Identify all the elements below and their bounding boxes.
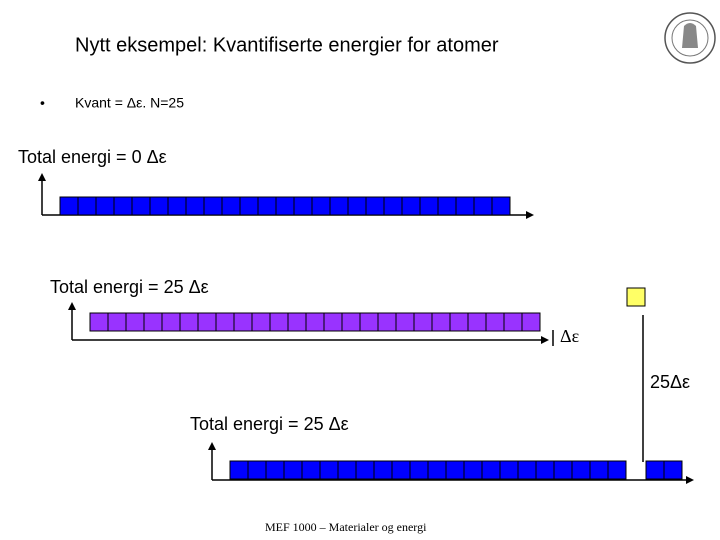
atom-box (341, 312, 361, 332)
atom-box (571, 460, 591, 480)
atom-box (265, 460, 285, 480)
row-label: Total energi = 25 Δε (190, 414, 349, 434)
atom-box (383, 196, 403, 216)
atom-box (359, 312, 379, 332)
atom-box (347, 196, 367, 216)
atom-box (663, 460, 683, 480)
row-label: Total energi = 0 Δε (18, 147, 167, 167)
energy-label: 25Δε (650, 372, 690, 392)
atom-box (491, 196, 511, 216)
atom-box (377, 312, 397, 332)
atom-box (161, 312, 181, 332)
atom-box (125, 312, 145, 332)
atom-box (301, 460, 321, 480)
atom-box (185, 196, 205, 216)
atom-box (485, 312, 505, 332)
atom-box (113, 196, 133, 216)
atom-box (401, 196, 421, 216)
atom-row (59, 196, 511, 216)
atom-box (293, 196, 313, 216)
atom-box (473, 196, 493, 216)
atom-box (455, 196, 475, 216)
atom-box (413, 312, 433, 332)
atom-box (535, 460, 555, 480)
atom-box (251, 312, 271, 332)
atom-box (233, 312, 253, 332)
atom-box (305, 312, 325, 332)
atom-box (445, 460, 465, 480)
atom-box (373, 460, 393, 480)
atom-box (269, 312, 289, 332)
bullet-text: Kvant = Δε. N=25 (75, 95, 184, 111)
atom-box (337, 460, 357, 480)
atom-box (59, 196, 79, 216)
slide-title: Nytt eksempel: Kvantifiserte energier fo… (75, 34, 499, 56)
logo (664, 12, 716, 64)
atom-box (257, 196, 277, 216)
atom-box (77, 196, 97, 216)
atom-box (395, 312, 415, 332)
atom-box (95, 196, 115, 216)
bullet-dot: • (40, 95, 45, 111)
atom-box (275, 196, 295, 216)
atom-box (409, 460, 429, 480)
atom-box (239, 196, 259, 216)
atom-box (517, 460, 537, 480)
atom-box (503, 312, 523, 332)
atom-box (247, 460, 267, 480)
atom-box (221, 196, 241, 216)
atom-row (229, 460, 683, 480)
excited-atom (626, 287, 646, 307)
atom-box (553, 460, 573, 480)
atom-box (645, 460, 665, 480)
atom-box (89, 312, 109, 332)
atom-box (463, 460, 483, 480)
atom-box (467, 312, 487, 332)
row-label: Total energi = 25 Δε (50, 277, 209, 297)
atom-box (323, 312, 343, 332)
atom-box (329, 196, 349, 216)
footer: MEF 1000 – Materialer og energi (265, 520, 427, 534)
atom-box (427, 460, 447, 480)
atom-box (521, 312, 541, 332)
atom-box (203, 196, 223, 216)
atom-box (197, 312, 217, 332)
atom-box (311, 196, 331, 216)
atom-box (287, 312, 307, 332)
atom-box (391, 460, 411, 480)
atom-box (589, 460, 609, 480)
atom-box (283, 460, 303, 480)
atom-box (365, 196, 385, 216)
atom-box (481, 460, 501, 480)
atom-box (319, 460, 339, 480)
atom-box (215, 312, 235, 332)
atom-box (437, 196, 457, 216)
atom-box (355, 460, 375, 480)
atom-box (229, 460, 249, 480)
atom-box (179, 312, 199, 332)
atom-box (131, 196, 151, 216)
atom-box (143, 312, 163, 332)
atom-box (149, 196, 169, 216)
atom-box (107, 312, 127, 332)
quantum-label: Δε (560, 326, 580, 346)
atom-box (419, 196, 439, 216)
atom-box (607, 460, 627, 480)
atom-box (431, 312, 451, 332)
atom-box (449, 312, 469, 332)
atom-box (167, 196, 187, 216)
atom-box (499, 460, 519, 480)
atom-row (89, 312, 541, 332)
